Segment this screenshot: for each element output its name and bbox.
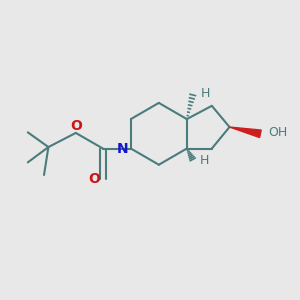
Text: N: N — [117, 142, 128, 155]
Text: O: O — [88, 172, 100, 186]
Text: OH: OH — [269, 126, 288, 139]
Text: H: H — [200, 154, 209, 167]
Text: H: H — [201, 87, 210, 100]
Polygon shape — [230, 127, 261, 137]
Text: O: O — [70, 118, 82, 133]
